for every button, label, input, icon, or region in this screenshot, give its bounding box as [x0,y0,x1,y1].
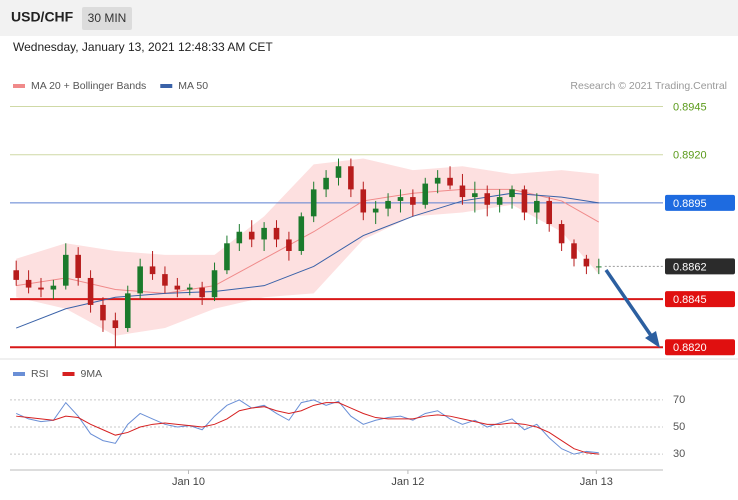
legend-swatch [13,372,25,376]
indicator-line [16,402,599,455]
candle-body [273,227,280,240]
candle-body [248,231,255,240]
candle-body [38,287,44,290]
candle-body [571,243,577,259]
candle-body [124,293,131,329]
x-tick-label: Jan 12 [391,476,424,488]
candle-body [25,279,32,288]
interval-badge[interactable] [82,7,132,30]
candle-body [397,197,404,201]
y-tick-label: 50 [673,421,685,433]
candle-body [596,266,602,268]
candle-body [459,185,466,198]
candle-body [546,200,553,225]
symbol: USD/CHF [11,9,74,25]
candle-body [298,216,305,251]
candle-body [558,224,565,244]
candle-body [360,189,367,213]
candle-body [310,189,317,217]
candle-body [472,193,478,198]
forecast-arrow [604,269,654,338]
candle-body [534,200,540,213]
candle-body [62,254,69,286]
legend-swatch [62,372,75,376]
x-tick-label: Jan 10 [172,476,205,488]
level-label: 0.8920 [673,150,707,162]
level-label: 0.8820 [673,342,707,354]
level-label-box [665,339,735,356]
candle-body [261,227,267,240]
level-label: 0.8845 [673,294,707,306]
candle-body [87,277,94,305]
candle-body [484,193,491,205]
candle-body [385,200,391,209]
candle-body [372,208,379,213]
candle-body [410,197,416,205]
candle-body [199,287,205,298]
candle-body [149,266,156,275]
level-label-box [665,194,735,211]
candle-body [137,266,143,294]
candle-body [335,166,342,178]
candle-body [286,239,292,251]
candle-body [583,258,590,267]
level-label: 0.8945 [673,101,707,113]
candle-body [224,243,230,271]
level-label-box [665,291,735,308]
level-label: 0.8862 [673,261,707,273]
candle-body [112,320,119,329]
candle-body [236,231,243,244]
candle-body [211,270,218,298]
y-tick-label: 70 [673,394,685,406]
candle-body [174,285,181,290]
candle-body [447,177,453,186]
legend-label: MA 20 + Bollinger Bands [31,80,146,92]
candle-body [50,285,57,290]
legend-label: RSI [31,368,49,380]
y-tick-label: 30 [673,448,685,460]
timestamp: Wednesday, January 13, 2021 12:48:33 AM … [13,40,273,54]
candle-body [348,166,354,190]
indicator-line [15,399,599,455]
forecast-arrowhead [645,331,660,348]
legend-swatch [13,84,25,88]
source: Research © 2021 Trading.Central [570,80,727,92]
interval[interactable]: 30 MIN [88,11,127,25]
candle-body [162,274,168,286]
candle-body [75,254,81,278]
x-tick-label: Jan 13 [580,476,613,488]
candle-body [323,177,329,190]
level-label: 0.8895 [673,198,707,210]
candle-body [496,197,503,205]
candle-body [13,270,19,280]
candle-body [186,287,193,290]
legend-label: MA 50 [178,80,208,92]
candle-body [521,189,528,213]
candle-body [509,189,515,198]
legend-swatch [160,84,173,88]
legend-label: 9MA [81,368,103,380]
candle-body [100,304,106,321]
candle-body [434,177,441,184]
level-label-box [665,258,735,275]
candle-body [422,183,429,205]
